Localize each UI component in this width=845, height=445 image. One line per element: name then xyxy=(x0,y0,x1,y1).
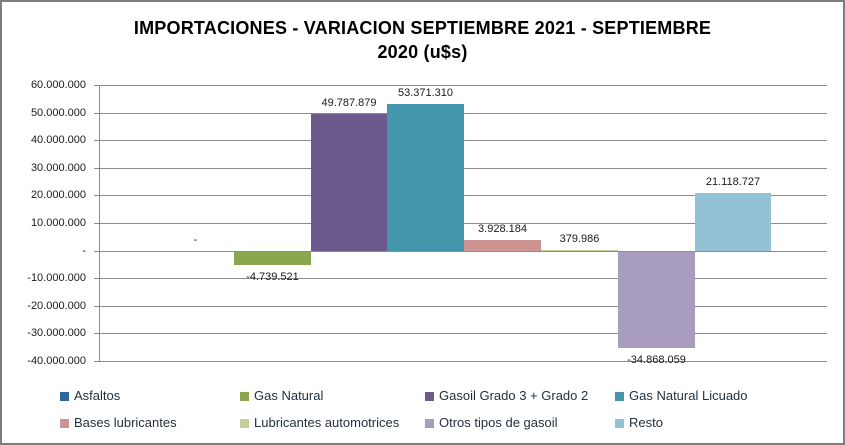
data-label-resto: 21.118.727 xyxy=(705,176,761,188)
bar-gas-natural xyxy=(234,252,311,265)
y-axis-tick xyxy=(94,140,99,141)
gridline xyxy=(99,251,827,252)
legend-swatch-otros-tipos-de-gasoil xyxy=(425,418,434,428)
legend-item-resto: Resto xyxy=(615,416,663,430)
y-axis-tick-label: -30.000.000 xyxy=(27,327,86,339)
legend-swatch-resto xyxy=(615,418,624,428)
y-axis-tick-label: - xyxy=(82,245,86,257)
data-label-gas-natural: -4.739.521 xyxy=(246,271,299,283)
legend-label-lubricantes-automotrices: Lubricantes automotrices xyxy=(254,415,400,430)
bar-otros-tipos-de-gasoil xyxy=(618,252,695,348)
y-axis-tick xyxy=(94,195,99,196)
legend-label-otros-tipos-de-gasoil: Otros tipos de gasoil xyxy=(439,415,558,430)
legend-item-bases-lubricantes: Bases lubricantes xyxy=(60,416,177,430)
legend-label-bases-lubricantes: Bases lubricantes xyxy=(74,415,177,430)
bar-gasoil-grado-3-grado-2 xyxy=(311,114,387,251)
y-axis-tick xyxy=(94,85,99,86)
bar-bases-lubricantes xyxy=(464,240,541,251)
chart-title-line-1: IMPORTACIONES - VARIACION SEPTIEMBRE 202… xyxy=(133,18,712,38)
legend-swatch-gasoil-grado-3-grado-2 xyxy=(425,391,434,401)
gridline xyxy=(99,85,827,86)
data-label-gas-natural-licuado: 53.371.310 xyxy=(397,87,454,99)
y-axis-tick-label: 40.000.000 xyxy=(30,134,86,146)
y-axis-tick-label: 30.000.000 xyxy=(30,162,86,174)
gridline xyxy=(99,306,827,307)
gridline xyxy=(99,361,827,362)
legend-swatch-gas-natural-licuado xyxy=(615,391,624,401)
data-label-gasoil-grado-3-grado-2: 49.787.879 xyxy=(321,97,377,109)
data-label-asfaltos: - xyxy=(193,234,198,246)
legend-swatch-lubricantes-automotrices xyxy=(240,418,249,428)
legend-label-resto: Resto xyxy=(629,415,663,430)
y-axis-tick xyxy=(94,361,99,362)
legend-item-gas-natural: Gas Natural xyxy=(240,389,323,403)
y-axis-tick-label: -40.000.000 xyxy=(27,355,86,367)
legend-swatch-bases-lubricantes xyxy=(60,418,69,428)
legend-item-gasoil-grado-3-grado-2: Gasoil Grado 3 + Grado 2 xyxy=(425,389,588,403)
y-axis-tick xyxy=(94,223,99,224)
y-axis-line xyxy=(99,85,100,362)
legend-label-gasoil-grado-3-grado-2: Gasoil Grado 3 + Grado 2 xyxy=(439,388,589,403)
chart-title-line-2: 2020 (u$s) xyxy=(377,42,468,62)
bar-gas-natural-licuado xyxy=(387,104,464,251)
legend-label-gas-natural-licuado: Gas Natural Licuado xyxy=(629,388,748,403)
legend-item-asfaltos: Asfaltos xyxy=(60,389,120,403)
y-axis-tick-label: 20.000.000 xyxy=(30,189,86,201)
legend-swatch-gas-natural xyxy=(240,391,249,401)
gridline xyxy=(99,278,827,279)
bar-lubricantes-automotrices xyxy=(541,250,618,251)
legend-swatch-asfaltos xyxy=(60,391,69,401)
y-axis-tick xyxy=(94,251,99,252)
y-axis-tick-label: -20.000.000 xyxy=(27,300,86,312)
legend-item-gas-natural-licuado: Gas Natural Licuado xyxy=(615,389,748,403)
y-axis-tick-label: 10.000.000 xyxy=(30,217,86,229)
legend-item-otros-tipos-de-gasoil: Otros tipos de gasoil xyxy=(425,416,558,430)
y-axis-tick xyxy=(94,278,99,279)
y-axis-tick-label: 60.000.000 xyxy=(30,79,86,91)
data-label-otros-tipos-de-gasoil: -34.868.059 xyxy=(627,354,686,366)
y-axis-tick xyxy=(94,333,99,334)
legend-label-gas-natural: Gas Natural xyxy=(254,388,324,403)
y-axis-tick xyxy=(94,113,99,114)
y-axis-tick xyxy=(94,168,99,169)
bar-resto xyxy=(695,193,771,251)
legend-item-lubricantes-automotrices: Lubricantes automotrices xyxy=(240,416,399,430)
data-label-lubricantes-automotrices: 379.986 xyxy=(559,233,600,245)
chart-title: IMPORTACIONES - VARIACION SEPTIEMBRE 202… xyxy=(0,16,845,64)
y-axis-tick-label: 50.000.000 xyxy=(30,107,86,119)
gridline xyxy=(99,333,827,334)
y-axis-tick-label: -10.000.000 xyxy=(27,272,86,284)
data-label-bases-lubricantes: 3.928.184 xyxy=(478,223,527,235)
legend-label-asfaltos: Asfaltos xyxy=(74,388,121,403)
y-axis-tick xyxy=(94,306,99,307)
